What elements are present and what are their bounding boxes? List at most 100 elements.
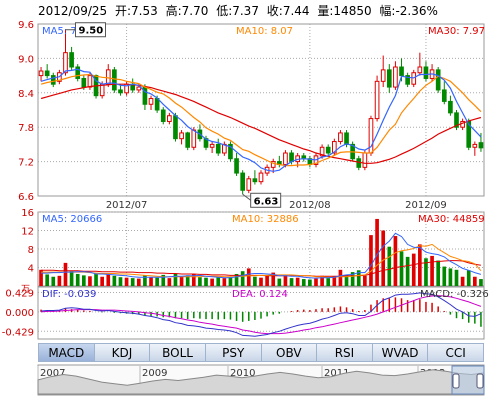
volume-bar — [320, 275, 324, 286]
price-x-ticks: 2012/07 2012/08 2012/09 — [106, 200, 447, 211]
volume-bar — [326, 278, 331, 286]
volume-bar — [130, 278, 135, 286]
volume-bar — [369, 235, 373, 286]
volume-bar — [295, 277, 300, 286]
macd-y-tick: -0.429 — [2, 327, 34, 338]
ma30-line — [40, 83, 482, 164]
tab-cci[interactable]: CCI — [428, 343, 484, 362]
overview-x-tick: 2010 — [230, 368, 255, 379]
volume-bar — [191, 274, 196, 286]
volume-bar — [179, 276, 184, 286]
candle-body — [215, 143, 221, 154]
overview-x-tick: 2009 — [142, 368, 167, 379]
dea-line — [41, 295, 482, 335]
candle-body — [319, 146, 325, 157]
candle-body — [38, 70, 44, 77]
overview-area — [37, 369, 485, 395]
macd-y-tick: 0.000 — [5, 308, 34, 319]
volume-bar — [88, 276, 92, 286]
volume-bar — [143, 275, 147, 286]
candle-body — [393, 66, 398, 88]
tab-macd[interactable]: MACD — [38, 343, 95, 362]
volume-bar — [418, 244, 422, 286]
volume-bar — [350, 272, 355, 286]
volume-bar — [253, 276, 257, 286]
quote-volume: 量:14850 — [317, 4, 372, 18]
volume-bar — [167, 278, 172, 286]
volume-bar — [161, 274, 166, 286]
candle-body — [246, 178, 252, 191]
candle-body — [154, 98, 160, 111]
price-y-ticks: 9.6 9.0 8.4 7.8 7.2 6.6 — [18, 20, 34, 203]
volume-bar — [216, 277, 221, 286]
volume-bar — [198, 277, 202, 286]
overview-handle-right[interactable] — [476, 373, 484, 389]
volume-bar — [106, 274, 111, 286]
legend-ma10: MA10: 8.07 — [236, 26, 293, 37]
candle-body — [75, 66, 81, 79]
volume-bar — [424, 258, 428, 286]
tab-kdj[interactable]: KDJ — [94, 343, 151, 362]
tab-psy[interactable]: PSY — [205, 343, 262, 362]
tab-obv[interactable]: OBV — [261, 343, 318, 362]
candle-body — [331, 141, 337, 154]
volume-bar — [155, 277, 159, 286]
volume-bar — [448, 268, 453, 286]
volume-bar — [94, 273, 98, 286]
tab-rsi[interactable]: RSI — [317, 343, 373, 362]
volume-bar — [466, 270, 471, 286]
tab-wvad[interactable]: WVAD — [372, 343, 429, 362]
overview-navigator[interactable]: 20072009201020112012 — [37, 364, 485, 396]
volume-bar — [246, 268, 251, 286]
volume-bar — [442, 266, 447, 286]
candle-body — [118, 89, 123, 94]
quote-close: 收:7.44 — [266, 4, 310, 18]
volume-bar — [185, 275, 190, 286]
legend-ma5: MA5: 7.63 — [42, 26, 93, 37]
price-y-tick: 7.8 — [18, 123, 34, 134]
price-y-tick: 8.4 — [18, 89, 34, 100]
price-x-tick: 2012/07 — [106, 200, 148, 211]
candle-body — [69, 52, 74, 68]
volume-bar — [100, 276, 104, 286]
volume-y-tick: 16 — [21, 208, 34, 219]
volume-bar — [308, 279, 312, 286]
volume-bar — [63, 262, 68, 286]
volume-bar — [271, 272, 276, 286]
volume-bar — [228, 276, 233, 286]
candle-body — [344, 132, 349, 145]
volume-bar — [45, 274, 49, 286]
dif-line — [41, 292, 482, 337]
volume-bar — [136, 278, 141, 286]
candle-body — [417, 66, 423, 74]
volume-bar — [454, 269, 459, 286]
quote-change: 幅:-2.36% — [379, 4, 438, 18]
candle-body — [258, 172, 264, 183]
candle-body — [454, 112, 459, 128]
legend-dea: DEA: 0.124 — [232, 289, 288, 300]
candle-body — [252, 178, 258, 183]
overview-x-tick: 2007 — [40, 368, 65, 379]
volume-bar — [234, 273, 239, 286]
tab-boll[interactable]: BOLL — [150, 343, 206, 362]
candle-body — [148, 98, 154, 105]
candle-body — [448, 100, 453, 114]
candle-body — [136, 86, 142, 91]
overview-handle-left[interactable] — [452, 373, 460, 389]
candle-body — [423, 66, 429, 79]
price-x-tick: 2012/09 — [405, 200, 447, 211]
volume-legend-ma10: MA10: 32886 — [232, 214, 299, 225]
price-panel: 9.6 9.0 8.4 7.8 7.2 6.6 2012/07 2012/08 2012/09… — [18, 20, 485, 286]
candle-body — [179, 132, 184, 140]
volume-bar — [344, 274, 349, 286]
volume-bars — [39, 218, 483, 286]
candle-body — [173, 115, 178, 140]
candle-body — [191, 129, 197, 148]
volume-bar — [204, 277, 208, 286]
volume-grid — [38, 211, 484, 268]
candle-body — [160, 109, 166, 122]
price-y-tick: 7.2 — [18, 158, 34, 169]
volume-bar — [277, 278, 282, 286]
volume-panel: 16 12 8 4 万 MA5: 20666 MA10: 32886 MA30: 44… — [21, 208, 485, 295]
